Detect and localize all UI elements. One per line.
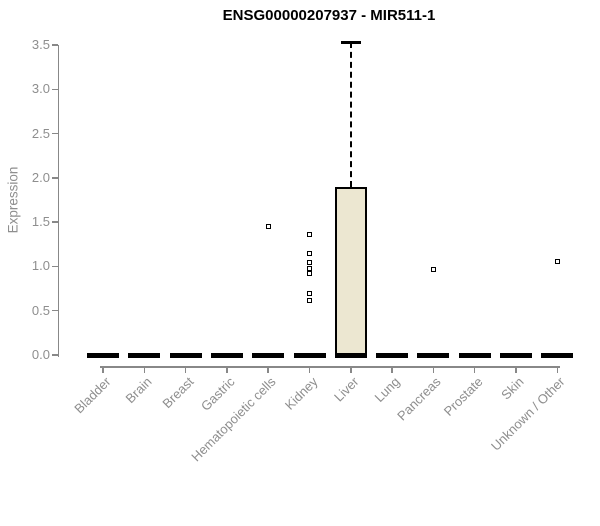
- y-tick: [51, 88, 58, 91]
- expression-boxplot-chart: ENSG00000207937 - MIR511-1 Expression 0.…: [5, 7, 574, 465]
- y-tick: [51, 44, 58, 46]
- x-tick: [515, 366, 517, 373]
- x-tick: [143, 366, 146, 373]
- y-tick: [51, 132, 58, 135]
- x-tick: [391, 366, 393, 373]
- outlier-point-pancreas: [430, 266, 436, 272]
- outlier-point-unknown-other: [554, 258, 560, 264]
- x-tick: [267, 366, 269, 373]
- x-axis-line: [100, 366, 561, 368]
- x-tick: [556, 366, 559, 373]
- y-tick: [51, 221, 58, 223]
- median-brain: [128, 352, 161, 358]
- y-tick: [51, 265, 58, 268]
- box-liver: [334, 186, 367, 355]
- outlier-point-kidney: [307, 297, 312, 303]
- y-tick-label: 0.0: [31, 347, 50, 362]
- y-tick-label: 2.5: [31, 125, 50, 141]
- x-tick: [184, 366, 187, 373]
- x-tick: [473, 366, 476, 373]
- median-liver: [334, 352, 367, 358]
- y-tick-label: 1.0: [31, 258, 50, 274]
- y-tick: [51, 354, 58, 356]
- x-tick: [102, 366, 104, 373]
- y-tick-label: 3.5: [31, 37, 50, 52]
- y-tick-label: 2.0: [31, 169, 50, 185]
- median-lung: [376, 352, 409, 358]
- y-axis-line: [57, 45, 59, 357]
- chart-title: ENSG00000207937 - MIR511-1: [222, 7, 436, 24]
- y-tick-label: 1.5: [31, 214, 50, 230]
- outlier-point-kidney: [307, 232, 312, 238]
- median-skin: [500, 352, 532, 358]
- outlier-point-hematopoietic-cells: [265, 224, 271, 230]
- median-gastric: [210, 352, 243, 358]
- y-tick-label: 3.0: [31, 81, 50, 97]
- median-breast: [169, 352, 202, 358]
- x-tick: [226, 366, 228, 373]
- median-kidney: [293, 352, 326, 358]
- whisker-cap-liver: [340, 41, 361, 44]
- outlier-point-kidney: [307, 271, 312, 276]
- x-tick: [432, 366, 435, 373]
- outlier-point-kidney: [307, 290, 312, 296]
- outlier-point-kidney: [307, 265, 312, 271]
- y-tick: [51, 177, 58, 179]
- x-tick: [350, 366, 352, 373]
- median-prostate: [458, 352, 491, 358]
- outlier-point-kidney: [307, 250, 312, 256]
- median-hematopoietic-cells: [252, 352, 285, 358]
- x-tick: [308, 366, 311, 373]
- y-tick: [51, 309, 58, 312]
- y-tick-label: 0.5: [31, 302, 50, 318]
- outlier-point-kidney: [307, 259, 312, 265]
- median-bladder: [87, 352, 119, 358]
- whisker-liver: [349, 42, 352, 187]
- median-unknown-other: [541, 352, 574, 358]
- median-pancreas: [417, 352, 450, 358]
